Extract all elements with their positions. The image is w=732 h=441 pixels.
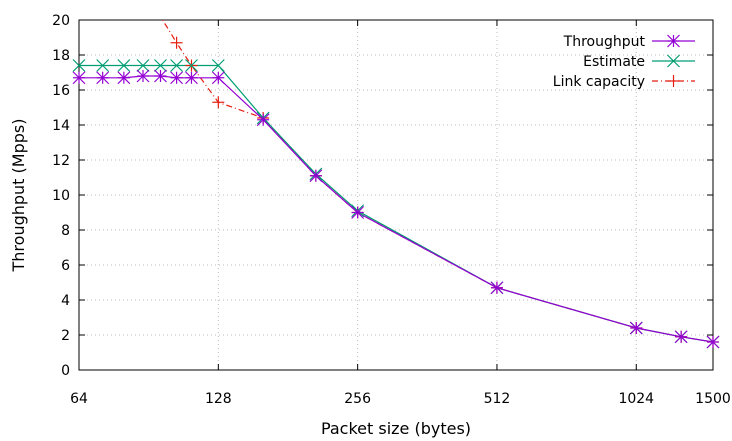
- marker-stroke: [96, 71, 110, 85]
- series-layer: [79, 20, 713, 343]
- y-tick-label: 8: [61, 223, 70, 239]
- marker-stroke: [136, 69, 150, 83]
- data-point-throughput: [211, 71, 225, 85]
- y-tick-label: 14: [52, 118, 70, 134]
- series-line-estimate: [79, 64, 713, 343]
- grid-lines: [79, 20, 713, 370]
- y-tick-label: 4: [61, 293, 70, 309]
- marker-stroke: [351, 206, 365, 219]
- marker-stroke: [154, 69, 167, 83]
- marker-stroke: [170, 71, 184, 85]
- marker-stroke: [706, 335, 720, 349]
- data-point-throughput: [185, 71, 198, 85]
- marker-stroke: [72, 71, 86, 85]
- legend-label-estimate: Estimate: [583, 54, 645, 70]
- marker-stroke: [211, 59, 225, 72]
- y-axis-label: Throughput (Mpps): [9, 119, 28, 273]
- data-point-throughput: [117, 71, 131, 85]
- data-point-throughput: [72, 71, 86, 85]
- x-tick-label: 1024: [618, 391, 654, 407]
- data-point-link-capacity: [170, 36, 183, 49]
- marker-stroke: [629, 321, 643, 335]
- y-tick-label: 18: [52, 48, 70, 64]
- marker-stroke: [309, 169, 323, 183]
- data-point-throughput: [629, 321, 643, 335]
- data-point-throughput: [170, 71, 184, 85]
- marker-stroke: [256, 113, 270, 127]
- data-point-estimate: [185, 59, 198, 72]
- data-point-estimate: [170, 59, 184, 72]
- y-tick-label: 12: [52, 153, 70, 169]
- data-point-estimate: [154, 59, 167, 72]
- y-tick-label: 16: [52, 83, 70, 99]
- legend-label-link-capacity: Link capacity: [553, 74, 645, 90]
- data-point-throughput: [351, 206, 365, 219]
- data-point-throughput: [256, 113, 270, 127]
- x-tick-label: 512: [484, 391, 511, 407]
- data-point-throughput: [154, 69, 167, 83]
- legend: Throughput Estimate Link capacity: [553, 34, 695, 90]
- marker-stroke: [117, 71, 131, 85]
- legend-marker-estimate: [667, 54, 680, 68]
- data-point-throughput: [96, 71, 110, 85]
- series-line-link-capacity: [161, 20, 713, 343]
- y-tick-label: 0: [61, 363, 70, 379]
- y-tick-label: 6: [61, 258, 70, 274]
- axes: 0 2 4 6 8 10 12 14 16 18 20 64 128 256 512 1024 1500: [52, 13, 731, 407]
- marker-stroke: [72, 59, 86, 72]
- marker-layer: [72, 36, 720, 349]
- x-tick-label: 256: [344, 391, 371, 407]
- x-tick-label: 128: [205, 391, 232, 407]
- data-point-throughput: [490, 281, 504, 295]
- marker-stroke: [154, 59, 167, 72]
- marker-stroke: [136, 59, 150, 72]
- data-point-throughput: [674, 330, 688, 344]
- data-point-estimate: [72, 59, 86, 72]
- marker-stroke: [185, 59, 198, 72]
- y-tick-label: 20: [52, 13, 70, 29]
- data-point-estimate: [211, 59, 225, 72]
- data-point-throughput: [309, 169, 323, 183]
- marker-stroke: [170, 59, 184, 72]
- x-tick-label: 1500: [695, 391, 731, 407]
- data-point-estimate: [96, 59, 110, 72]
- marker-stroke: [674, 330, 688, 344]
- y-tick-label: 2: [61, 328, 70, 344]
- marker-stroke: [667, 54, 680, 68]
- data-point-throughput: [136, 69, 150, 83]
- legend-marker-link-capacity: [667, 75, 680, 87]
- marker-stroke: [490, 281, 504, 295]
- marker-stroke: [117, 59, 131, 72]
- x-axis-label: Packet size (bytes): [321, 419, 471, 438]
- data-point-estimate: [117, 59, 131, 72]
- marker-stroke: [96, 59, 110, 72]
- series-line-throughput: [79, 75, 713, 343]
- legend-label-throughput: Throughput: [563, 34, 646, 50]
- data-point-link-capacity: [212, 96, 225, 109]
- marker-stroke: [185, 71, 198, 85]
- x-tick-label: 64: [70, 391, 88, 407]
- data-point-estimate: [136, 59, 150, 72]
- marker-stroke: [667, 34, 680, 48]
- y-tick-label: 10: [52, 188, 70, 204]
- marker-stroke: [211, 71, 225, 85]
- data-point-throughput: [706, 335, 720, 349]
- legend-marker-throughput: [667, 34, 680, 48]
